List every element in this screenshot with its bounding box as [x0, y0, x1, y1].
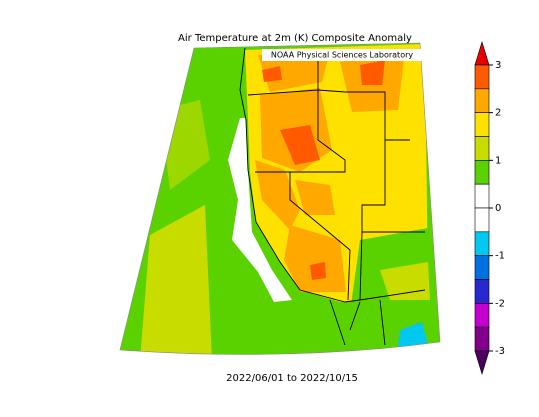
tick-label: 0	[495, 203, 501, 214]
colorbar: 3 2 1 0 -1 -2 -3	[474, 40, 505, 376]
color-band	[474, 183, 490, 209]
color-band	[474, 112, 490, 137]
color-band	[474, 326, 490, 352]
tick-label: 2	[495, 108, 501, 119]
title: Air Temperature at 2m (K) Composite Anom…	[178, 33, 412, 44]
tick-label: -1	[495, 251, 505, 262]
color-band	[474, 255, 490, 280]
credit-box	[262, 49, 422, 61]
map	[120, 43, 440, 355]
tick-label: -3	[495, 346, 505, 357]
color-band	[474, 136, 490, 161]
color-band	[474, 303, 490, 328]
tick-label: 3	[495, 60, 501, 71]
under-triangle	[474, 350, 490, 376]
tick-label: 1	[495, 155, 501, 166]
color-band	[474, 231, 490, 256]
date-range: 2022/06/01 to 2022/10/15	[226, 373, 358, 384]
color-band	[474, 207, 490, 233]
credit: NOAA Physical Sciences Laboratory	[271, 51, 414, 60]
map-frame	[119, 42, 441, 355]
over-triangle	[474, 40, 490, 66]
color-band	[474, 88, 490, 113]
tick-label: -2	[495, 298, 505, 309]
color-band	[474, 64, 490, 90]
color-band	[474, 160, 490, 185]
color-band	[474, 279, 490, 304]
